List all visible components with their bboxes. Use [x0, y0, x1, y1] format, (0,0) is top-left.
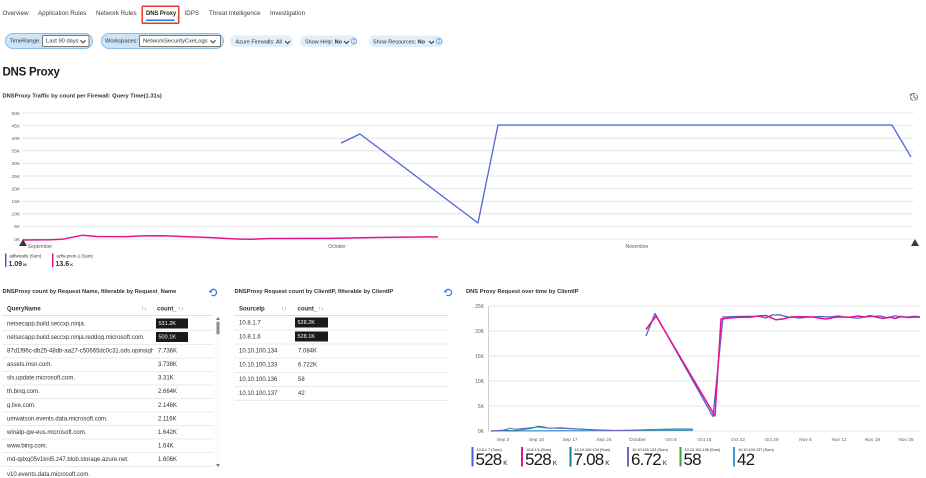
- svg-text:15K: 15K: [475, 354, 485, 360]
- svg-text:September: September: [28, 244, 53, 250]
- svg-text:45K: 45K: [12, 123, 21, 129]
- svg-text:Sep 17: Sep 17: [562, 437, 577, 443]
- svg-text:Oct 8: Oct 8: [665, 437, 677, 443]
- svg-text:Nov 5: Nov 5: [799, 437, 812, 443]
- svg-text:40K: 40K: [12, 136, 21, 142]
- svg-text:25K: 25K: [12, 174, 21, 180]
- svg-text:Sep 24: Sep 24: [596, 437, 611, 443]
- svg-text:5K: 5K: [14, 224, 21, 230]
- svg-text:5K: 5K: [478, 404, 485, 410]
- svg-text:10K: 10K: [12, 212, 21, 218]
- svg-text:Oct 22: Oct 22: [731, 437, 745, 443]
- svg-text:November: November: [625, 244, 648, 250]
- svg-text:Nov 19: Nov 19: [865, 437, 880, 443]
- svg-text:Sep 10: Sep 10: [529, 437, 544, 443]
- svg-text:Sep 3: Sep 3: [497, 437, 510, 443]
- svg-text:Nov 12: Nov 12: [831, 437, 846, 443]
- svg-text:Oct 15: Oct 15: [698, 437, 712, 443]
- svg-text:October: October: [328, 244, 346, 250]
- svg-text:0K: 0K: [478, 429, 485, 435]
- svg-text:35K: 35K: [12, 149, 21, 155]
- svg-text:30K: 30K: [12, 161, 21, 167]
- svg-text:Oct 29: Oct 29: [765, 437, 779, 443]
- svg-text:0K: 0K: [14, 237, 21, 243]
- svg-text:15K: 15K: [12, 199, 21, 205]
- svg-text:25K: 25K: [475, 304, 485, 310]
- svg-text:10K: 10K: [475, 379, 485, 385]
- svg-text:20K: 20K: [475, 329, 485, 335]
- svg-text:20K: 20K: [12, 186, 21, 192]
- svg-text:Nov 26: Nov 26: [898, 437, 913, 443]
- svg-text:October: October: [629, 437, 646, 443]
- svg-text:50K: 50K: [12, 111, 21, 117]
